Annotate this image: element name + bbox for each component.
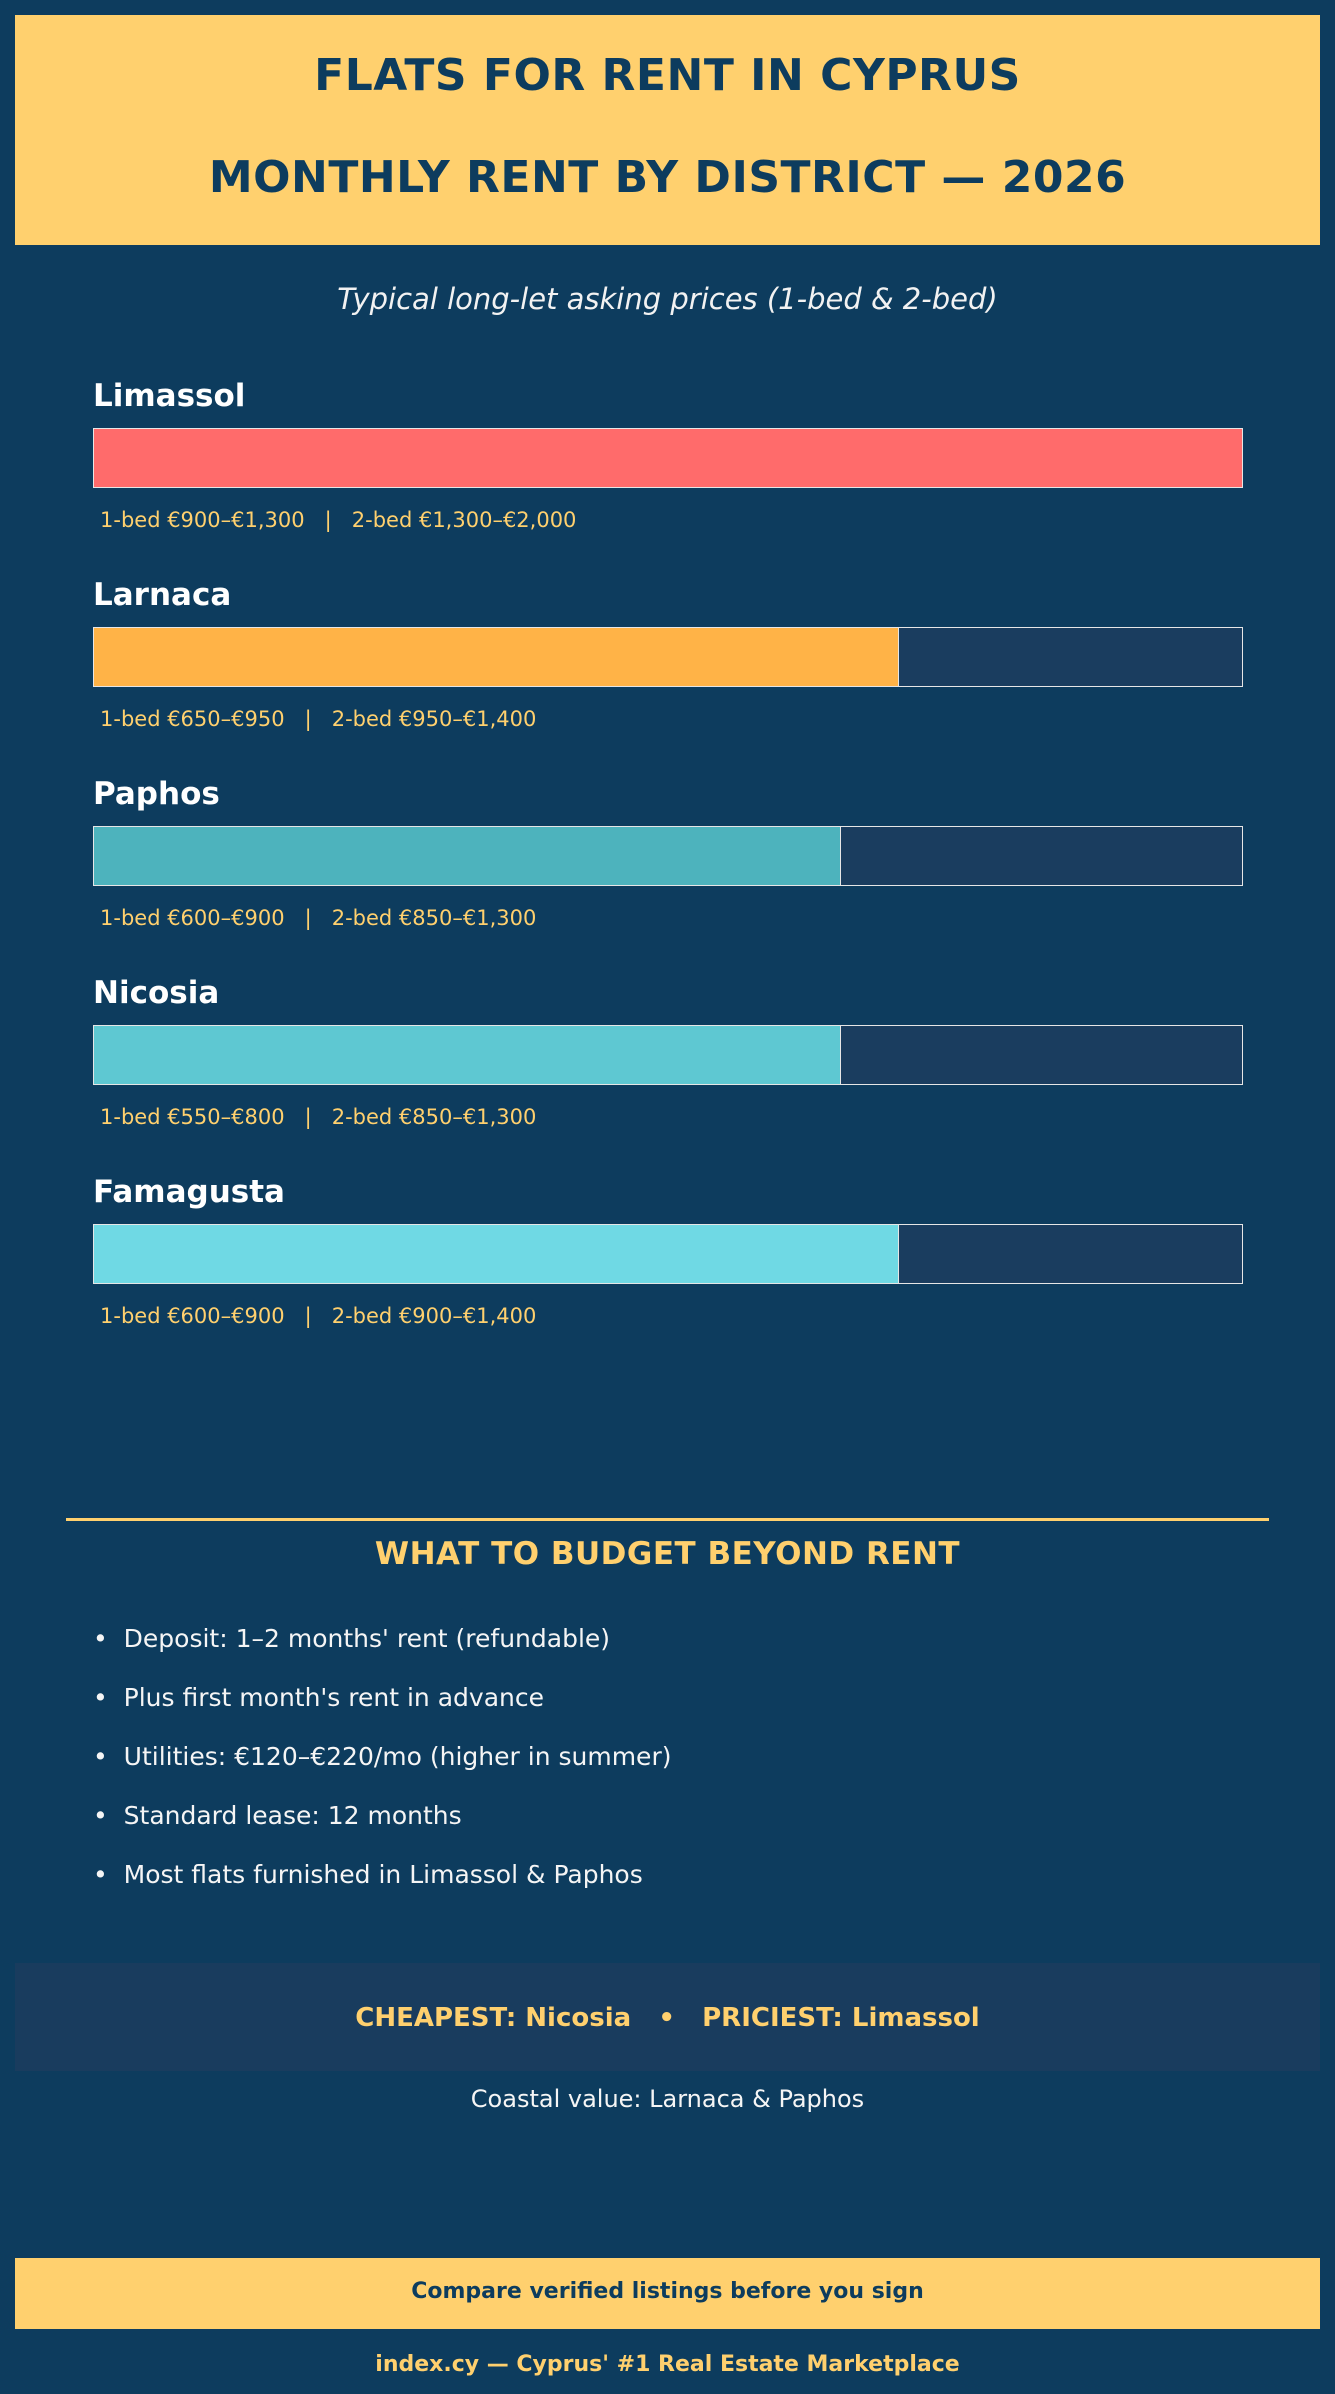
bar-famagusta	[94, 1225, 899, 1283]
header-banner: FLATS FOR RENT IN CYPRUS MONTHLY RENT BY…	[15, 15, 1320, 245]
bar-track	[93, 627, 1243, 687]
bullet-icon: •	[93, 1860, 108, 1889]
range-separator: |	[284, 906, 332, 930]
summary-line: CHEAPEST: Nicosia • PRICIEST: Limassol	[15, 2003, 1320, 2033]
bullet-icon: •	[93, 1801, 108, 1830]
one-bed-range: 1-bed €900–€1,300	[100, 508, 305, 532]
budget-item-text: Plus first month's rent in advance	[123, 1683, 544, 1712]
one-bed-range: 1-bed €650–€950	[100, 707, 285, 731]
district-name: Limassol	[93, 378, 246, 414]
bullet-icon: •	[93, 1742, 108, 1771]
price-ranges: 1-bed €600–€900 | 2-bed €850–€1,300	[100, 906, 536, 930]
summary-separator: •	[658, 2003, 675, 2033]
range-separator: |	[284, 1105, 332, 1129]
one-bed-range: 1-bed €600–€900	[100, 1304, 285, 1328]
district-name: Paphos	[93, 776, 220, 812]
page-title: FLATS FOR RENT IN CYPRUS	[314, 50, 1021, 101]
bar-limassol	[94, 429, 1242, 487]
price-ranges: 1-bed €650–€950 | 2-bed €950–€1,400	[100, 707, 536, 731]
budget-item: • Deposit: 1–2 months' rent (refundable)	[93, 1624, 671, 1683]
bar-track	[93, 826, 1243, 886]
budget-item: • Plus first month's rent in advance	[93, 1683, 671, 1742]
two-bed-range: 2-bed €850–€1,300	[331, 1105, 537, 1129]
chart-subtitle: Typical long-let asking prices (1-bed & …	[337, 282, 998, 316]
two-bed-range: 2-bed €950–€1,400	[331, 707, 537, 731]
budget-item: • Utilities: €120–€220/mo (higher in sum…	[93, 1742, 671, 1801]
cta-text: Compare verified listings before you sig…	[411, 2279, 924, 2304]
bar-nicosia	[94, 1026, 841, 1084]
two-bed-range: 2-bed €850–€1,300	[331, 906, 537, 930]
budget-title: WHAT TO BUDGET BEYOND RENT	[374, 1536, 961, 1572]
budget-item-text: Standard lease: 12 months	[123, 1801, 462, 1830]
bullet-icon: •	[93, 1624, 108, 1653]
bar-paphos	[94, 827, 841, 885]
bar-track	[93, 1025, 1243, 1085]
budget-item: • Standard lease: 12 months	[93, 1801, 671, 1860]
section-divider	[66, 1518, 1269, 1521]
range-separator: |	[284, 1304, 332, 1328]
bar-track	[93, 428, 1243, 488]
budget-item-text: Utilities: €120–€220/mo (higher in summe…	[123, 1742, 672, 1771]
district-name: Larnaca	[93, 577, 232, 613]
budget-item: • Most flats furnished in Limassol & Pap…	[93, 1860, 671, 1919]
price-ranges: 1-bed €550–€800 | 2-bed €850–€1,300	[100, 1105, 536, 1129]
bar-larnaca	[94, 628, 899, 686]
cta-banner: Compare verified listings before you sig…	[15, 2258, 1320, 2329]
budget-item-text: Deposit: 1–2 months' rent (refundable)	[123, 1624, 611, 1653]
one-bed-range: 1-bed €550–€800	[100, 1105, 285, 1129]
priciest-label: PRICIEST: Limassol	[702, 2003, 980, 2033]
summary-banner: CHEAPEST: Nicosia • PRICIEST: Limassol	[15, 1963, 1320, 2071]
cheapest-label: CHEAPEST: Nicosia	[355, 2003, 632, 2033]
price-ranges: 1-bed €600–€900 | 2-bed €900–€1,400	[100, 1304, 536, 1328]
budget-item-text: Most flats furnished in Limassol & Papho…	[123, 1860, 643, 1889]
coastal-value-note: Coastal value: Larnaca & Paphos	[470, 2085, 865, 2113]
district-name: Nicosia	[93, 975, 220, 1011]
budget-list: • Deposit: 1–2 months' rent (refundable)…	[93, 1624, 671, 1919]
range-separator: |	[304, 508, 352, 532]
footer-brand: index.cy — Cyprus' #1 Real Estate Market…	[375, 2352, 960, 2377]
district-name: Famagusta	[93, 1174, 285, 1210]
range-separator: |	[284, 707, 332, 731]
one-bed-range: 1-bed €600–€900	[100, 906, 285, 930]
two-bed-range: 2-bed €900–€1,400	[331, 1304, 537, 1328]
bar-track	[93, 1224, 1243, 1284]
price-ranges: 1-bed €900–€1,300 | 2-bed €1,300–€2,000	[100, 508, 576, 532]
two-bed-range: 2-bed €1,300–€2,000	[351, 508, 577, 532]
page-subtitle-heading: MONTHLY RENT BY DISTRICT — 2026	[208, 152, 1127, 203]
bullet-icon: •	[93, 1683, 108, 1712]
